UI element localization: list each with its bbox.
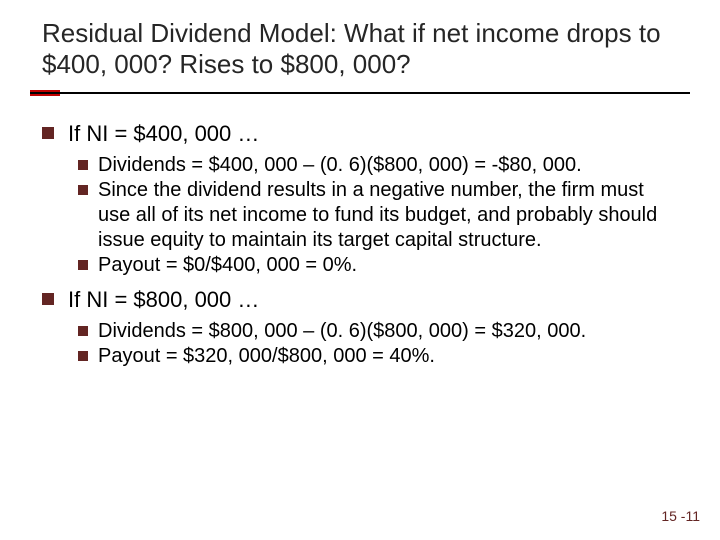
slide-title: Residual Dividend Model: What if net inc… — [30, 18, 690, 80]
square-bullet-icon — [42, 127, 54, 139]
sub-bullet-text: Dividends = $400, 000 – (0. 6)($800, 000… — [98, 153, 582, 178]
square-bullet-icon — [78, 260, 88, 270]
square-bullet-icon — [78, 351, 88, 361]
bullet-section-1: If NI = $400, 000 … — [42, 120, 690, 149]
sublist-2: Dividends = $800, 000 – (0. 6)($800, 000… — [42, 319, 690, 369]
sub-bullet-text: Since the dividend results in a negative… — [98, 178, 658, 253]
underline-line — [30, 92, 690, 94]
sub-bullet-text: Payout = $320, 000/$800, 000 = 40%. — [98, 344, 435, 369]
title-underline — [30, 90, 690, 96]
square-bullet-icon — [78, 326, 88, 336]
square-bullet-icon — [78, 185, 88, 195]
sublist-1: Dividends = $400, 000 – (0. 6)($800, 000… — [42, 153, 690, 278]
sub-bullet: Dividends = $800, 000 – (0. 6)($800, 000… — [78, 319, 690, 344]
bullet-section-2: If NI = $800, 000 … — [42, 286, 690, 315]
slide: Residual Dividend Model: What if net inc… — [0, 0, 720, 540]
section-heading: If NI = $800, 000 … — [68, 286, 259, 315]
content-area: If NI = $400, 000 … Dividends = $400, 00… — [30, 96, 690, 368]
sub-bullet: Dividends = $400, 000 – (0. 6)($800, 000… — [78, 153, 690, 178]
page-number: 15 -11 — [661, 508, 700, 524]
sub-bullet-text: Dividends = $800, 000 – (0. 6)($800, 000… — [98, 319, 586, 344]
square-bullet-icon — [42, 293, 54, 305]
square-bullet-icon — [78, 160, 88, 170]
sub-bullet-text: Payout = $0/$400, 000 = 0%. — [98, 253, 357, 278]
sub-bullet: Payout = $320, 000/$800, 000 = 40%. — [78, 344, 690, 369]
sub-bullet: Since the dividend results in a negative… — [78, 178, 690, 253]
section-heading: If NI = $400, 000 … — [68, 120, 259, 149]
sub-bullet: Payout = $0/$400, 000 = 0%. — [78, 253, 690, 278]
